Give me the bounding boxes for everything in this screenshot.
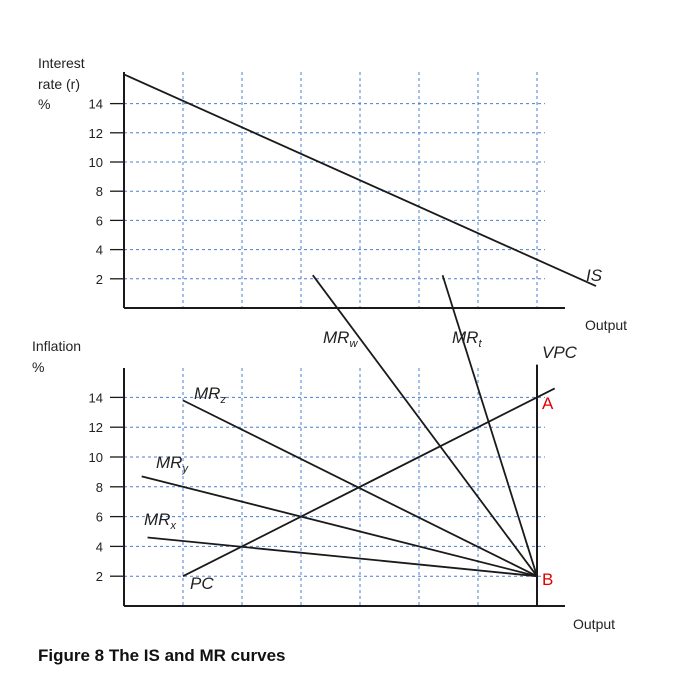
bottom-ytick-label-8: 8: [96, 480, 103, 495]
bottom-series-layer: [141, 274, 556, 606]
top-ylabel-line-3: %: [38, 96, 50, 112]
series-line-mrt: [441, 274, 538, 577]
point-b-label: B: [542, 570, 553, 589]
top-ytick-label-14: 14: [89, 97, 103, 112]
bottom-panel: 2 4 6 8 10 12 14 Inflation % Output MRw MRt MR…: [32, 274, 615, 632]
bottom-y-ticks: 2 4 6 8 10 12 14: [89, 390, 124, 584]
vpc-label: VPC: [542, 343, 578, 362]
pc-label: PC: [190, 574, 214, 593]
top-ylabel-line-2: rate (r): [38, 76, 80, 92]
bottom-ytick-label-10: 10: [89, 450, 103, 465]
figure-caption: Figure 8 The IS and MR curves: [38, 646, 286, 665]
top-ytick-label-10: 10: [89, 155, 103, 170]
top-ylabel-line-1: Interest: [38, 55, 85, 71]
bottom-ytick-label-14: 14: [89, 390, 103, 405]
top-ytick-label-2: 2: [96, 272, 103, 287]
top-ytick-label-6: 6: [96, 213, 103, 228]
top-ytick-label-8: 8: [96, 184, 103, 199]
top-ytick-label-12: 12: [89, 126, 103, 141]
series-line-mrw: [312, 274, 538, 577]
is-curve-label: IS: [586, 266, 603, 285]
bottom-ylabel-line-1: Inflation: [32, 338, 81, 354]
bottom-ytick-label-6: 6: [96, 510, 103, 525]
bottom-ytick-label-2: 2: [96, 569, 103, 584]
series-line-pc: [182, 387, 556, 578]
bottom-ytick-label-4: 4: [96, 539, 103, 554]
mrt-label: MRt: [452, 328, 482, 350]
bottom-ytick-label-12: 12: [89, 420, 103, 435]
series-line-mrx: [147, 536, 538, 578]
point-a-label: A: [542, 394, 554, 413]
bottom-ylabel-line-2: %: [32, 359, 44, 375]
top-panel: 2 4 6 8 10 12 14 Interest rate (r) % Output IS: [38, 55, 627, 333]
top-y-ticks: 2 4 6 8 10 12 14: [89, 97, 124, 287]
mry-label: MRy: [156, 453, 189, 475]
series-line-mrz: [182, 399, 538, 578]
mrx-label: MRx: [144, 510, 176, 532]
mrz-label: MRz: [194, 384, 226, 406]
mrw-label: MRw: [323, 328, 358, 350]
bottom-xlabel: Output: [573, 616, 615, 632]
top-xlabel: Output: [585, 317, 627, 333]
top-ytick-label-4: 4: [96, 243, 103, 258]
series-line-mry: [141, 475, 538, 578]
series-line-is: [123, 73, 597, 287]
top-series-layer: [123, 73, 597, 287]
top-gridlines: [124, 72, 545, 308]
